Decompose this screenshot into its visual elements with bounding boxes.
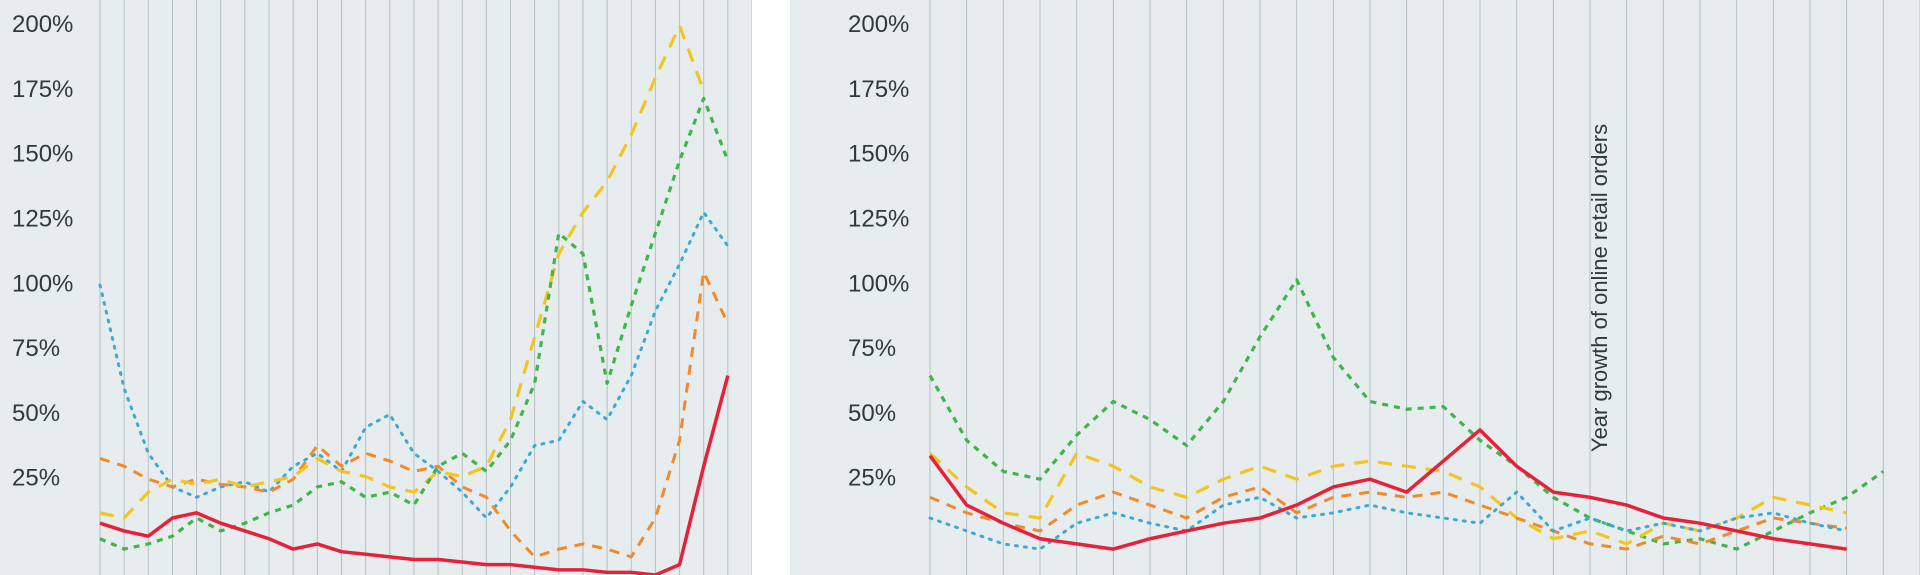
y-tick-label: 75% (848, 335, 896, 362)
y-tick-label: 75% (12, 335, 60, 362)
y-tick-label: 100% (848, 270, 909, 297)
chart-panel-left: 25% 50% 75% 100% 125% 150% 175% 200% (0, 0, 752, 575)
y-tick-label: 150% (12, 141, 73, 168)
series-red (930, 430, 1847, 549)
series-yellow (100, 26, 704, 518)
y-tick-label: 175% (848, 76, 909, 103)
page: 25% 50% 75% 100% 125% 150% 175% 200% Year growt… (0, 0, 1920, 575)
series-orange (930, 487, 1847, 549)
chart-svg-right: 25% 50% 75% 100% 125% 150% 175% 200% (790, 0, 1920, 575)
y-tick-label: 200% (848, 11, 909, 38)
y-tick-label: 175% (12, 76, 73, 103)
y-tick-label: 50% (12, 400, 60, 427)
y-tick-label: 200% (12, 11, 73, 38)
panel-divider (752, 0, 790, 575)
y-tick-label: 25% (848, 465, 896, 492)
y-tick-label: 25% (12, 465, 60, 492)
chart-panel-right: Year growth of online retail orders 25% 5… (790, 0, 1920, 575)
y-tick-label: 125% (848, 206, 909, 233)
y-tick-label: 50% (848, 400, 896, 427)
chart-svg-left: 25% 50% 75% 100% 125% 150% 175% 200% (0, 0, 752, 575)
series-yellow (930, 453, 1847, 544)
y-tick-label: 125% (12, 206, 73, 233)
y-tick-label: 100% (12, 270, 73, 297)
y-axis-label: Year growth of online retail orders (1587, 123, 1613, 451)
y-tick-label: 150% (848, 141, 909, 168)
